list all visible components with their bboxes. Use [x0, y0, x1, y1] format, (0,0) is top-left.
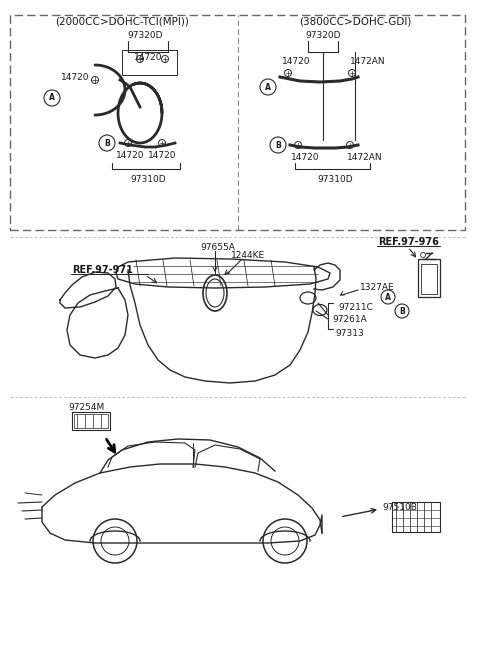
- Text: REF.97-976: REF.97-976: [378, 237, 439, 247]
- Text: B: B: [104, 138, 110, 147]
- Text: REF.97-971: REF.97-971: [72, 265, 133, 275]
- Text: (3800CC>DOHC-GDI): (3800CC>DOHC-GDI): [299, 17, 411, 27]
- Text: 14720: 14720: [134, 54, 162, 62]
- Text: 1472AN: 1472AN: [347, 153, 383, 162]
- Text: 14720: 14720: [116, 151, 144, 160]
- Bar: [421, 264, 437, 294]
- Text: 97313: 97313: [335, 329, 364, 337]
- Text: 1244KE: 1244KE: [231, 250, 265, 259]
- Text: 14720: 14720: [282, 58, 310, 67]
- Text: 97655A: 97655A: [201, 242, 235, 252]
- Text: 1327AE: 1327AE: [360, 282, 395, 291]
- Text: 14720: 14720: [291, 153, 319, 162]
- Text: 97510B: 97510B: [382, 502, 417, 512]
- Text: 14720: 14720: [148, 151, 176, 160]
- Bar: [72, 412, 110, 430]
- Bar: [392, 502, 440, 532]
- Text: A: A: [385, 293, 391, 301]
- Text: 97310D: 97310D: [317, 174, 353, 183]
- Text: A: A: [49, 94, 55, 102]
- Text: 97254M: 97254M: [68, 403, 104, 411]
- Text: 97320D: 97320D: [127, 31, 163, 39]
- Text: B: B: [275, 141, 281, 149]
- Bar: [418, 259, 440, 297]
- Text: (2000CC>DOHC-TCI(MPI)): (2000CC>DOHC-TCI(MPI)): [55, 17, 189, 27]
- Bar: [74, 414, 108, 428]
- Bar: [122, 50, 177, 75]
- Text: B: B: [399, 307, 405, 316]
- Text: 97310D: 97310D: [130, 174, 166, 183]
- Text: 14720: 14720: [61, 73, 89, 81]
- Text: 97211C: 97211C: [338, 303, 373, 312]
- Text: 97320D: 97320D: [305, 31, 341, 39]
- Text: 1472AN: 1472AN: [350, 58, 386, 67]
- Text: A: A: [265, 83, 271, 92]
- Text: 97261A: 97261A: [332, 314, 367, 324]
